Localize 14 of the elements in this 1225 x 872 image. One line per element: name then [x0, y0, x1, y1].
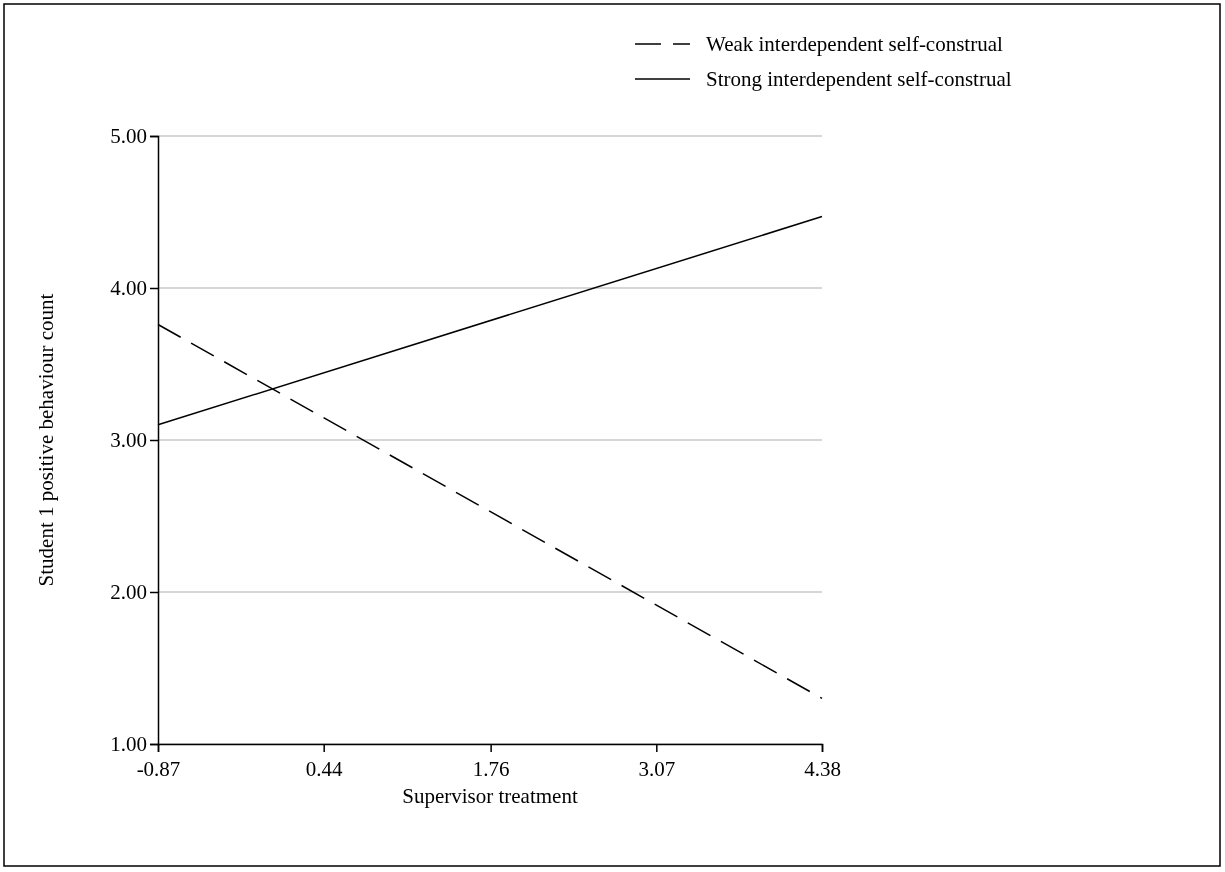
y-tick-label: 5.00	[110, 124, 147, 149]
x-tick-label: 3.07	[638, 757, 676, 781]
x-axis-title: Supervisor treatment	[402, 784, 578, 808]
x-tick-label: -0.87	[136, 757, 181, 781]
x-tick-label: 4.38	[804, 757, 841, 781]
y-tick-label: 3.00	[110, 428, 147, 453]
x-tick-label: 1.76	[472, 757, 510, 781]
legend-label: Weak interdependent self-construal	[706, 32, 1004, 56]
y-tick-label: 1.00	[110, 732, 147, 757]
legend-label: Strong interdependent self-construal	[706, 67, 1012, 91]
y-axis-title: Student 1 positive behaviour count	[34, 293, 58, 587]
y-tick-label: 2.00	[110, 580, 147, 605]
x-tick-label: 0.44	[305, 757, 344, 781]
y-tick-label: 4.00	[110, 276, 147, 301]
